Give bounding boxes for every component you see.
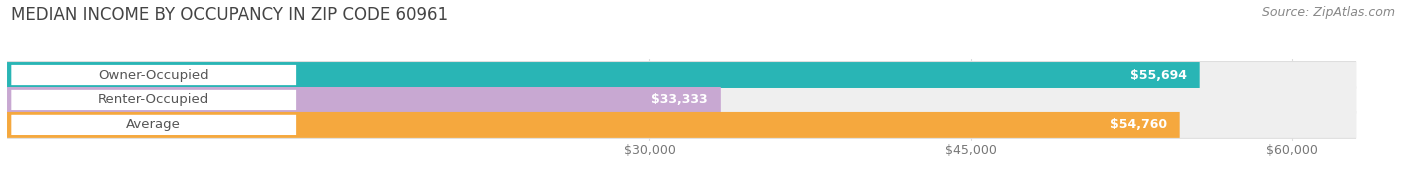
Text: $55,694: $55,694 — [1130, 69, 1187, 82]
FancyBboxPatch shape — [11, 90, 297, 110]
FancyBboxPatch shape — [7, 111, 1357, 139]
Text: $33,333: $33,333 — [651, 93, 709, 106]
FancyBboxPatch shape — [7, 112, 1180, 138]
FancyBboxPatch shape — [7, 86, 1357, 114]
FancyBboxPatch shape — [7, 61, 1357, 89]
FancyBboxPatch shape — [11, 65, 297, 85]
FancyBboxPatch shape — [7, 112, 1357, 138]
FancyBboxPatch shape — [7, 62, 1199, 88]
Text: Owner-Occupied: Owner-Occupied — [98, 69, 209, 82]
Text: Renter-Occupied: Renter-Occupied — [98, 93, 209, 106]
Text: $54,760: $54,760 — [1109, 118, 1167, 131]
FancyBboxPatch shape — [11, 115, 297, 135]
FancyBboxPatch shape — [7, 62, 1357, 88]
Text: MEDIAN INCOME BY OCCUPANCY IN ZIP CODE 60961: MEDIAN INCOME BY OCCUPANCY IN ZIP CODE 6… — [11, 6, 449, 24]
Text: Source: ZipAtlas.com: Source: ZipAtlas.com — [1261, 6, 1395, 19]
Text: Average: Average — [127, 118, 181, 131]
FancyBboxPatch shape — [7, 87, 721, 113]
FancyBboxPatch shape — [7, 87, 1357, 113]
